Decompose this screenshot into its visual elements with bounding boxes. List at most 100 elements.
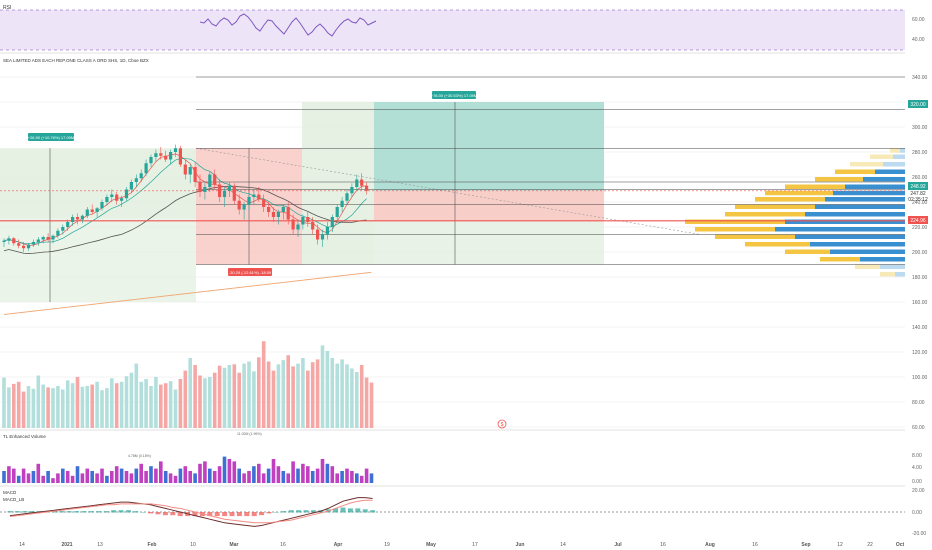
candle-body [271, 212, 276, 217]
enh-volume-bar [134, 468, 139, 483]
short-loss-label-text: -30.29 (-12.61%) -18.09 [229, 270, 272, 275]
volume-bar [134, 363, 139, 428]
rsi-label: RSI [3, 5, 11, 11]
volume-bar [56, 386, 60, 428]
volume-profile-buy [850, 162, 883, 167]
macd-hist-bar [177, 512, 183, 517]
volume-profile-buy [835, 169, 875, 174]
macd-hist-bar [362, 509, 368, 513]
volume-bar [124, 376, 129, 428]
candle-body [291, 219, 295, 230]
volume-profile-buy [755, 197, 825, 202]
volume-bar [16, 381, 21, 428]
volume-bar [75, 376, 80, 428]
price-tick: 180.00 [912, 275, 928, 281]
candle-body [17, 243, 21, 246]
candle-body [169, 152, 173, 160]
last-price-text: 248.92 [910, 184, 926, 190]
candle-body [335, 207, 339, 217]
volume-bar [80, 386, 85, 428]
volume-bar [144, 379, 148, 428]
candle-body [124, 189, 129, 199]
candle-body [134, 178, 138, 182]
time-tick: 16 [660, 542, 666, 548]
enh-volume-bar [222, 456, 227, 483]
dollar-marker[interactable] [497, 419, 507, 429]
volume-profile-buy [820, 257, 860, 262]
volume-profile-sell [795, 234, 905, 239]
macd-hist-bar [251, 512, 257, 517]
enh-volume-bar [345, 468, 349, 483]
volume-bar [41, 384, 45, 428]
candle-body [22, 245, 26, 249]
enh-volume-bar [212, 471, 217, 483]
enh-volume-bar [340, 471, 344, 483]
volume-bar [154, 376, 158, 428]
macd-line [9, 497, 373, 527]
enh-volume-bar [65, 471, 70, 483]
macd-hist-bar [303, 510, 309, 513]
candle-body [242, 204, 246, 210]
macd-hist-bar [170, 512, 176, 516]
candle-body [61, 227, 65, 231]
price-tick: 60.00 [912, 425, 925, 431]
volume-bar [90, 384, 94, 428]
candle-body [257, 194, 261, 200]
candle-body [71, 217, 75, 222]
candle-body [139, 173, 143, 179]
volume-bar [355, 372, 359, 428]
volume-bar [261, 341, 266, 428]
enh-volume-bar [178, 468, 183, 483]
candle-body [2, 240, 6, 242]
candles [2, 144, 369, 252]
volume-bar [183, 370, 188, 428]
time-tick: Oct [896, 542, 905, 548]
enh-volume-bar [227, 459, 232, 483]
candle-body [129, 182, 133, 190]
enh-volume-bar [291, 461, 295, 483]
volume-bar [212, 372, 217, 428]
volume-profile-sell [825, 197, 905, 202]
rsi-tick: 40.00 [912, 37, 925, 43]
candle-body [164, 155, 168, 160]
time-axis: 14 2021 13 Feb 10 Mar 16 Apr 19 May 17 Jun 14 Jul 16 Au… [19, 542, 904, 548]
candle-body [183, 164, 187, 175]
volume-bar [21, 391, 26, 428]
enh-volume-bar [90, 471, 94, 483]
volume-profile-sell [875, 169, 905, 174]
macd-tick: 0.00 [912, 510, 922, 516]
enh-volume-label: TL Enhanced Volume [3, 434, 46, 439]
time-tick: Mar [230, 542, 239, 548]
volume-bar [129, 372, 134, 428]
enh-volume-bar [359, 475, 364, 483]
enh-volume-bar [61, 468, 65, 483]
macd-hist-bar [229, 512, 235, 517]
time-tick: Apr [334, 542, 343, 548]
candle-body [154, 153, 158, 157]
volume-bar [139, 381, 143, 428]
candle-body [276, 212, 280, 217]
time-tick: 19 [384, 542, 390, 548]
long-right-profit-zone [374, 102, 604, 191]
price-axis: 340.00 320.00 300.00 280.00 260.00 240.00 220.… [912, 75, 928, 431]
last-price-tag [908, 182, 928, 190]
macd-hist-bar [236, 512, 242, 517]
macd-lb-label: MACD_LB [3, 497, 24, 502]
macd-hist-bar [29, 511, 35, 513]
candle-body [26, 244, 31, 249]
volume-bar [26, 386, 31, 428]
stop-price-text: 224.96 [910, 218, 926, 224]
long-right-label: +76.00 (+30.53%) 17.09M [431, 91, 477, 99]
volume-profile-buy [685, 219, 785, 224]
candle-body [208, 174, 212, 187]
macd-hist-bar [340, 507, 346, 513]
macd-hist-bar [310, 510, 316, 513]
enh-volume-bar [114, 466, 119, 483]
long-left-profit-zone [0, 148, 196, 219]
time-tick: 16 [752, 542, 758, 548]
volume-bar [364, 377, 369, 428]
enh-volume-bar [129, 473, 134, 483]
volume-bar [310, 362, 315, 428]
macd-hist-bar [207, 512, 213, 517]
